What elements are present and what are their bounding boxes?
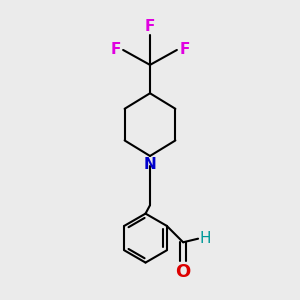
Text: O: O bbox=[176, 263, 191, 281]
Text: H: H bbox=[200, 231, 211, 246]
Text: F: F bbox=[145, 19, 155, 34]
Text: N: N bbox=[144, 158, 156, 172]
Text: F: F bbox=[110, 43, 121, 58]
Text: F: F bbox=[179, 43, 190, 58]
